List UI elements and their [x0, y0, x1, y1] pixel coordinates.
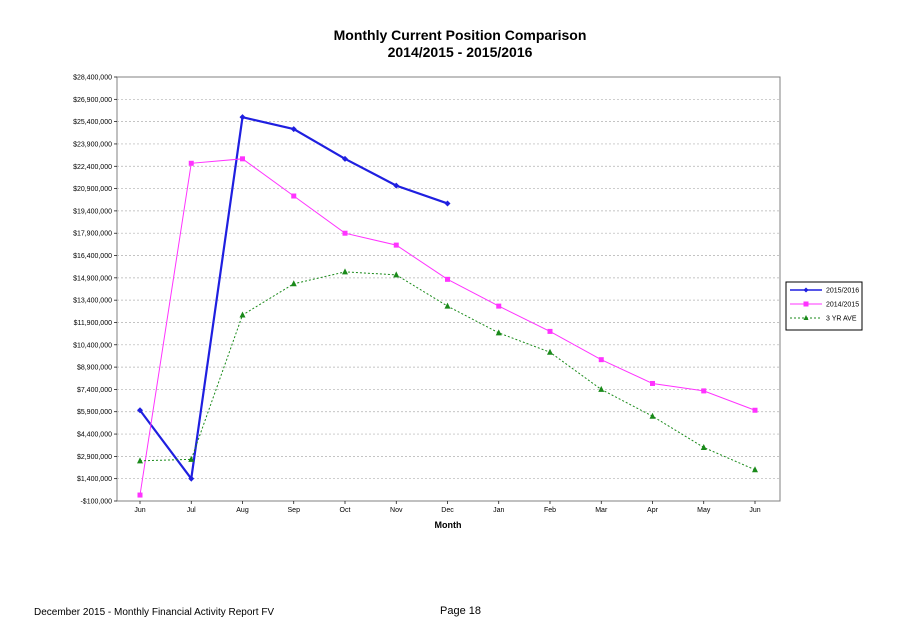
y-tick-label: $10,400,000	[73, 342, 112, 349]
y-tick-label: $20,900,000	[73, 186, 112, 193]
data-point	[239, 311, 246, 318]
y-tick-label: $25,400,000	[73, 119, 112, 126]
data-point	[393, 242, 399, 248]
data-point	[547, 348, 553, 355]
x-axis-ticks: Jun Jul Aug Sep Oct Nov Dec Jan Feb Mar Apr May Jun	[134, 501, 761, 514]
x-tick-label: Jul	[187, 507, 196, 514]
chart-subtitle: 2014/2015 - 2015/2016	[388, 44, 533, 60]
y-tick-label: $22,400,000	[73, 164, 112, 171]
series-group	[137, 114, 758, 498]
legend-label: 2014/2015	[826, 302, 859, 309]
y-tick-label: $5,900,000	[77, 409, 112, 416]
data-point	[342, 155, 348, 162]
y-tick-label: $17,900,000	[73, 231, 112, 238]
data-point	[598, 385, 605, 392]
legend-marker	[803, 315, 809, 320]
data-point	[137, 457, 143, 464]
x-tick-label: Jan	[493, 507, 504, 514]
data-point	[291, 193, 297, 199]
data-point	[444, 200, 451, 207]
data-point	[445, 276, 450, 282]
y-tick-label: $19,400,000	[73, 208, 112, 215]
series-3-yr-ave	[137, 268, 758, 473]
y-tick-label: $11,900,000	[74, 320, 113, 327]
footer-page-number: Page 18	[440, 605, 481, 617]
legend-marker	[803, 287, 809, 293]
data-point	[495, 329, 502, 336]
x-tick-label: Feb	[544, 507, 556, 514]
data-point	[188, 160, 194, 166]
x-tick-label: Apr	[647, 507, 659, 514]
data-point	[393, 182, 400, 189]
legend-label: 3 YR AVE	[826, 316, 857, 323]
data-point	[290, 126, 297, 133]
data-point	[342, 230, 348, 236]
y-tick-label: $1,400,000	[77, 476, 112, 483]
y-tick-label: $4,400,000	[77, 432, 112, 439]
x-tick-label: Jun	[749, 507, 760, 514]
data-point	[496, 303, 502, 309]
x-axis-label: Month	[435, 520, 462, 530]
series-2014-2015	[137, 156, 758, 498]
legend: 2015/2016 2014/2015 3 YR AVE	[785, 281, 863, 331]
legend-label: 2015/2016	[826, 288, 859, 295]
data-point	[700, 443, 707, 450]
y-tick-label: $26,900,000	[73, 97, 112, 104]
data-point	[137, 407, 143, 414]
y-tick-label: -$100,000	[80, 499, 112, 506]
data-point	[240, 156, 245, 162]
y-tick-label: $23,900,000	[73, 141, 112, 148]
data-point	[393, 271, 400, 278]
gridlines	[117, 98, 780, 480]
y-tick-label: $8,900,000	[77, 365, 112, 372]
y-tick-label: $28,400,000	[73, 75, 112, 82]
data-point	[137, 492, 143, 498]
data-point	[752, 466, 758, 473]
data-point	[188, 475, 195, 482]
data-point	[239, 114, 246, 121]
data-point	[547, 328, 553, 334]
x-tick-label: Sep	[288, 507, 301, 514]
x-tick-label: Dec	[441, 507, 454, 514]
data-point	[701, 388, 707, 394]
x-tick-label: Jun	[134, 507, 145, 514]
y-tick-label: $16,400,000	[73, 253, 112, 260]
data-point	[444, 302, 451, 309]
data-point	[598, 357, 604, 363]
data-point	[290, 280, 297, 287]
y-tick-label: $7,400,000	[77, 387, 112, 394]
data-point	[342, 268, 348, 275]
data-point	[188, 455, 195, 462]
data-point	[650, 380, 655, 386]
y-tick-label: $2,900,000	[77, 454, 112, 461]
plot-area	[116, 76, 781, 502]
legend-marker	[803, 301, 809, 307]
data-point	[649, 412, 656, 419]
y-tick-label: $13,400,000	[73, 298, 112, 305]
x-tick-label: May	[697, 507, 711, 514]
series-2015-2016	[137, 114, 451, 482]
y-axis-ticks: -$100,000 $1,400,000 $2,900,000 $4,400,000 $…	[73, 75, 117, 506]
chart-title: Monthly Current Position Comparison	[334, 27, 587, 43]
footer-report-title: December 2015 - Monthly Financial Activi…	[34, 607, 275, 618]
x-tick-label: Aug	[236, 507, 249, 514]
data-point	[752, 407, 758, 413]
x-tick-label: Nov	[390, 507, 403, 514]
x-tick-label: Mar	[595, 507, 608, 514]
y-tick-label: $14,900,000	[73, 275, 112, 282]
x-tick-label: Oct	[340, 507, 351, 514]
